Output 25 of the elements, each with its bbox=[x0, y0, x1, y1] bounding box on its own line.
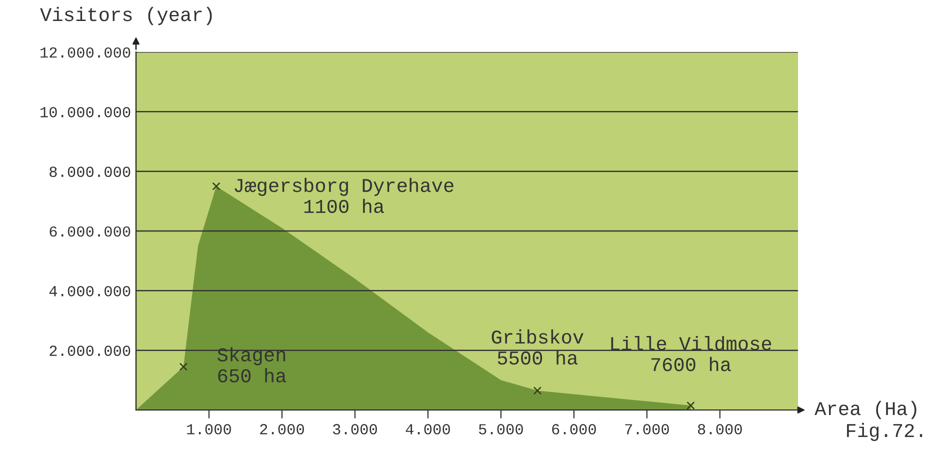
point bbox=[686, 401, 695, 410]
x-tick-label: 6.000 bbox=[552, 424, 596, 434]
x-tick-label: 1.000 bbox=[187, 424, 231, 434]
y-tick-label: 8.000.000 bbox=[50, 166, 130, 178]
x-tick-label: 5.000 bbox=[478, 424, 523, 434]
annotation: Skagen 650 ha bbox=[218, 347, 286, 382]
annotation: Gribskov 5500 ha bbox=[492, 329, 584, 365]
annotation: Jægersborg Dyrehave 1100 ha bbox=[234, 178, 454, 214]
annotation: Lille Vildmose 7600 ha bbox=[611, 336, 772, 372]
y-tick-label: 10.000.000 bbox=[40, 106, 130, 118]
caption: Fig.72. bbox=[847, 422, 922, 441]
x-tick-label: 4.000 bbox=[406, 424, 450, 434]
y-axis-title: Visitors (year) bbox=[40, 6, 212, 26]
point bbox=[212, 182, 220, 190]
y-tick-label: 2.000.000 bbox=[50, 346, 130, 356]
x-tick-label: 7.000 bbox=[625, 424, 669, 434]
x-tick-label: 3.000 bbox=[332, 424, 377, 434]
y-tick-label: 4.000.000 bbox=[49, 286, 130, 296]
x-axis-title: Area (Ha) bbox=[814, 400, 916, 420]
point bbox=[533, 386, 542, 395]
x-tick-label: 8.000 bbox=[698, 424, 742, 434]
y-tick-label: 12.000.000 bbox=[40, 47, 130, 58]
x-tick-label: 2.000 bbox=[260, 424, 304, 434]
point bbox=[179, 362, 188, 371]
y-tick-label: 6.000.000 bbox=[50, 226, 130, 237]
